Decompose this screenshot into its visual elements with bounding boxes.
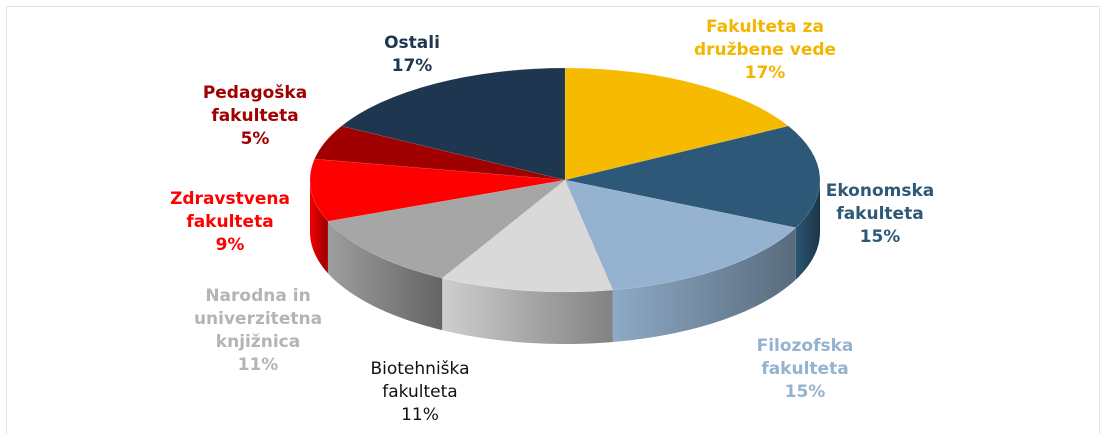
slice <box>564 67 790 181</box>
category-name: Narodna in univerzitetna knjižnica <box>193 286 323 352</box>
slice-label: Ostali 17% <box>352 32 472 78</box>
slice-label: Biotehniška fakulteta 11% <box>350 358 490 427</box>
category-name: Biotehniška fakulteta <box>370 359 470 402</box>
category-name: Pedagoška fakulteta <box>202 83 308 126</box>
chart-frame <box>6 6 1100 434</box>
slice-side <box>612 227 796 343</box>
value-label: 15% <box>784 382 826 402</box>
slice-side <box>310 180 328 274</box>
slice-label: Ekonomska fakulteta 15% <box>815 180 945 249</box>
slice-label: Zdravstvena fakulteta 9% <box>145 188 315 257</box>
slice <box>309 158 566 222</box>
category-name: Ostali <box>384 33 440 53</box>
slice <box>564 125 821 228</box>
value-label: 17% <box>744 63 786 83</box>
category-name: Filozofska fakulteta <box>756 336 854 379</box>
slice <box>340 67 566 181</box>
slice <box>564 179 797 291</box>
slice-label: Fakulteta za družbene vede 17% <box>665 16 865 85</box>
value-label: 5% <box>240 129 270 149</box>
value-label: 9% <box>215 235 245 255</box>
slice <box>327 179 566 279</box>
category-name: Zdravstvena fakulteta <box>170 189 290 232</box>
slice-label: Filozofska fakulteta 15% <box>735 335 875 404</box>
slice-side <box>442 278 613 344</box>
slice-label: Pedagoška fakulteta 5% <box>180 82 330 151</box>
slice-label: Narodna in univerzitetna knjižnica 11% <box>163 285 353 377</box>
slice <box>314 125 566 181</box>
value-label: 11% <box>237 355 279 375</box>
value-label: 15% <box>859 227 901 247</box>
value-label: 17% <box>391 56 433 76</box>
slice <box>441 179 614 293</box>
slice-side <box>795 180 820 280</box>
value-label: 11% <box>401 405 439 425</box>
category-name: Ekonomska fakulteta <box>825 181 935 224</box>
slice-side <box>327 221 443 331</box>
category-name: Fakulteta za družbene vede <box>693 17 837 60</box>
